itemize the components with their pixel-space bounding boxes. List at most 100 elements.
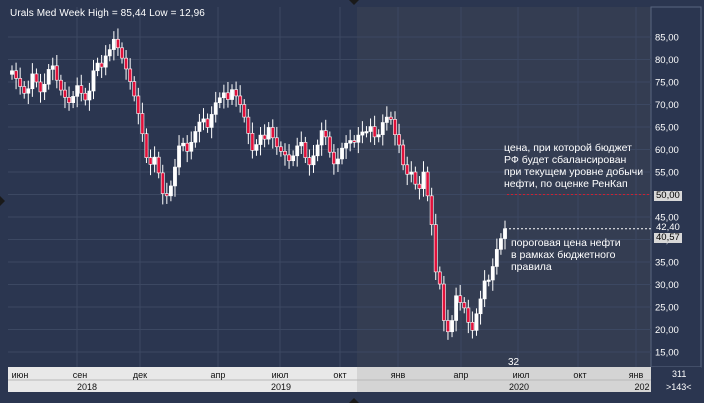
x-year-label: 2020 bbox=[509, 382, 529, 392]
corner-top-counter: 311 bbox=[672, 369, 687, 379]
candle-body bbox=[458, 295, 463, 303]
candle-body bbox=[217, 97, 222, 103]
x-month-label: апр bbox=[454, 370, 469, 380]
current-price-label: 42,40 bbox=[656, 222, 680, 233]
candle-body bbox=[490, 266, 495, 281]
candle-body bbox=[124, 57, 128, 70]
candle-body bbox=[164, 193, 169, 197]
y-tick-label: 20,00 bbox=[655, 325, 679, 336]
x-month-label: июл bbox=[272, 370, 289, 380]
candle-body bbox=[83, 92, 88, 101]
y-tick-label: 70,00 bbox=[655, 100, 679, 111]
candle-body bbox=[384, 116, 389, 123]
candle-body bbox=[46, 69, 51, 85]
y-tick-label: 55,00 bbox=[655, 168, 679, 179]
candle-body bbox=[242, 104, 247, 118]
y-tick-label: 75,00 bbox=[655, 78, 679, 89]
candle-body bbox=[356, 134, 361, 143]
candle-body bbox=[295, 145, 300, 157]
candle-body bbox=[283, 151, 287, 156]
candle-body bbox=[413, 171, 418, 185]
x-month-label: июл bbox=[513, 370, 530, 380]
annotation-threshold-price: пороговая цена нефти в рамках бюджетного… bbox=[511, 237, 621, 273]
scroll-up-arrow-icon[interactable] bbox=[349, 0, 359, 5]
candle-body bbox=[58, 79, 63, 91]
x-year-label: 2018 bbox=[77, 382, 97, 392]
scroll-left-arrow-icon[interactable] bbox=[0, 196, 5, 206]
candle-body bbox=[87, 90, 92, 101]
candle-body bbox=[173, 166, 177, 187]
x-month-label: дек bbox=[133, 370, 147, 380]
candle-body bbox=[148, 157, 153, 165]
candle-body bbox=[181, 142, 186, 147]
candle-body bbox=[454, 295, 459, 321]
candle-body bbox=[360, 131, 365, 136]
y-tick-label: 25,00 bbox=[655, 303, 679, 314]
candle-body bbox=[315, 144, 320, 157]
candle-body bbox=[144, 133, 149, 158]
candle-body bbox=[307, 157, 312, 166]
candle-body bbox=[364, 131, 369, 134]
candle-body bbox=[103, 55, 108, 68]
candle-body bbox=[246, 116, 251, 134]
candle-body bbox=[140, 113, 145, 135]
candle-body bbox=[42, 83, 47, 93]
candle-body bbox=[234, 89, 238, 97]
x-month-label: янв bbox=[629, 370, 644, 380]
x-month-label: апр bbox=[211, 370, 226, 380]
candle-body bbox=[401, 144, 406, 166]
candle-body bbox=[193, 131, 198, 143]
candle-body bbox=[482, 280, 487, 300]
candle-body bbox=[372, 126, 377, 138]
candle-body bbox=[30, 73, 35, 90]
candle-body bbox=[311, 155, 316, 166]
candle-body bbox=[50, 65, 55, 70]
candle-body bbox=[213, 102, 218, 115]
candle-body bbox=[287, 154, 291, 162]
candle-body bbox=[95, 62, 100, 72]
candle-body bbox=[54, 65, 59, 81]
candle-body bbox=[169, 185, 173, 197]
candle-body bbox=[376, 134, 381, 138]
y-tick-label: 80,00 bbox=[655, 55, 679, 66]
y-tick-label: 65,00 bbox=[655, 123, 679, 134]
candle-body bbox=[421, 171, 426, 189]
chart-title: Urals Med Week High = 85,44 Low = 12,96 bbox=[10, 8, 205, 19]
candle-body bbox=[478, 298, 483, 315]
candle-body bbox=[336, 158, 340, 165]
candle-body bbox=[221, 92, 226, 99]
y-tick-label: 30,00 bbox=[655, 280, 679, 291]
candle-body bbox=[201, 118, 206, 123]
x-month-label: янв bbox=[391, 370, 406, 380]
candle-body bbox=[205, 118, 210, 128]
candle-body bbox=[75, 85, 80, 97]
y-tick-label: 45,00 bbox=[655, 213, 679, 224]
candle-body bbox=[450, 320, 454, 333]
candle-body bbox=[38, 81, 43, 93]
x-month-label: июн bbox=[12, 370, 29, 380]
candle-body bbox=[136, 95, 141, 114]
x-year-label: 2019 bbox=[271, 382, 291, 392]
candle-body bbox=[503, 228, 507, 239]
candle-body bbox=[380, 122, 385, 135]
corner-box bbox=[651, 367, 701, 392]
candle-body bbox=[254, 144, 259, 151]
candle-body bbox=[331, 151, 336, 165]
candle-body bbox=[352, 140, 357, 143]
candle-body bbox=[250, 133, 255, 151]
candle-body bbox=[486, 279, 491, 282]
candle-body bbox=[470, 321, 475, 331]
candle-body bbox=[299, 142, 304, 147]
candle-body bbox=[494, 249, 499, 267]
candle-body bbox=[499, 238, 503, 250]
candle-body bbox=[67, 97, 71, 104]
candle-body bbox=[107, 49, 112, 57]
scroll-down-arrow-icon[interactable] bbox=[349, 398, 359, 403]
candle-body bbox=[266, 127, 271, 140]
candle-body bbox=[462, 302, 467, 309]
candle-body bbox=[393, 119, 397, 135]
candle-body bbox=[437, 271, 442, 285]
candle-body bbox=[344, 142, 348, 149]
annotation-budget-balance: цена, при которой бюджет РФ будет сбалан… bbox=[504, 142, 644, 190]
